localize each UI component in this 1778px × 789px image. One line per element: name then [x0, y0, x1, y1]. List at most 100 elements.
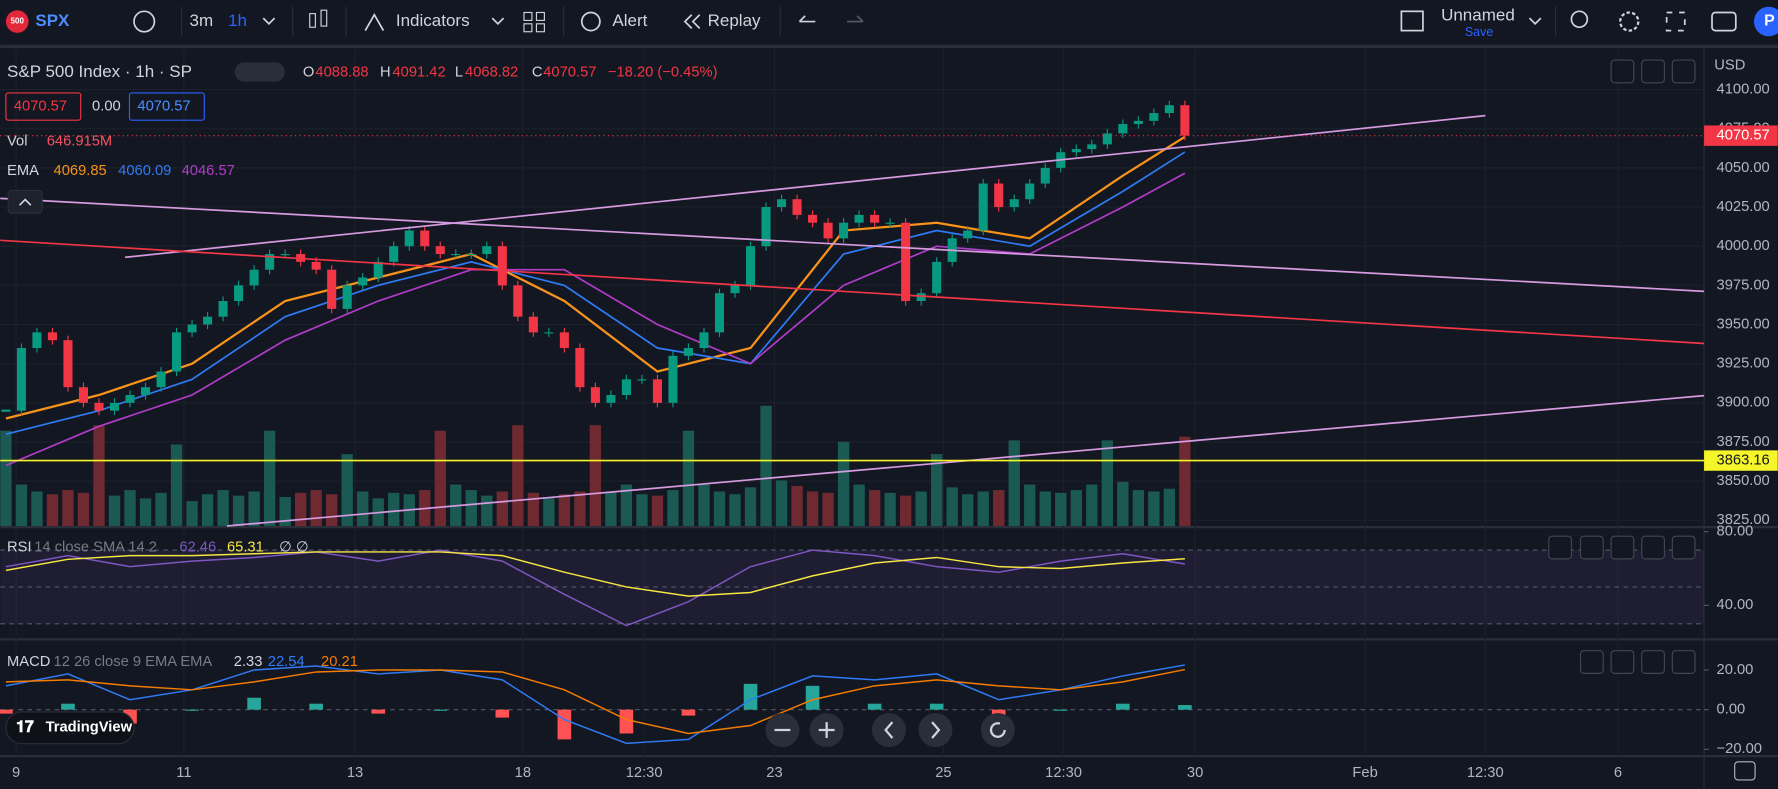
scroll-left[interactable]	[871, 713, 907, 748]
replay-button[interactable]: Replay	[708, 11, 761, 30]
brand-pill[interactable]	[5, 711, 135, 745]
volume-bar	[1179, 436, 1191, 526]
candle-body	[777, 199, 787, 208]
candle-body	[761, 207, 771, 247]
candle-body	[140, 387, 151, 396]
ohlc-value: 4070.57	[543, 64, 596, 80]
candle-body	[358, 277, 368, 286]
currency: USD	[1714, 58, 1745, 74]
pane-collapse[interactable]	[1641, 535, 1665, 560]
volume-bar	[1163, 488, 1176, 526]
symbol-badge[interactable]	[5, 10, 29, 33]
avatar[interactable]	[1753, 6, 1778, 37]
reset-glyph	[989, 722, 1006, 738]
ema-line	[5, 151, 1186, 436]
trend-line[interactable]	[0, 197, 1705, 293]
sell-box[interactable]	[5, 92, 82, 121]
snapshot[interactable]	[1711, 11, 1737, 32]
volume-bar	[357, 491, 369, 526]
templates-icon[interactable]	[523, 11, 545, 33]
candle-body	[683, 348, 694, 356]
candle-body	[466, 254, 476, 256]
undo[interactable]	[798, 15, 816, 23]
volume-bar	[496, 491, 508, 526]
pane-buttons	[1548, 59, 1696, 674]
fullscreen[interactable]	[1665, 11, 1686, 32]
alert-icon	[580, 11, 601, 32]
layout-save[interactable]: Save	[1465, 25, 1493, 39]
buy-box[interactable]	[128, 92, 205, 121]
pane-maximize[interactable]	[1671, 59, 1696, 84]
volume-bar	[93, 425, 105, 526]
pane-down[interactable]	[1579, 535, 1604, 560]
candle-body	[47, 332, 57, 341]
volume-bar	[1055, 492, 1067, 526]
pane-maximize[interactable]	[1671, 650, 1696, 674]
volume-bar	[1086, 484, 1098, 526]
macd-value: 22.54	[268, 654, 305, 670]
pane-close[interactable]	[1610, 535, 1635, 560]
interval-menu[interactable]	[262, 17, 276, 26]
candle-body	[1118, 124, 1128, 134]
search[interactable]	[1570, 10, 1589, 29]
pane-up[interactable]	[1548, 535, 1573, 560]
layout-name[interactable]: Unnamed	[1441, 5, 1515, 24]
symbol[interactable]: SPX	[35, 11, 70, 30]
candle-body	[590, 387, 600, 403]
volume-bar	[1070, 490, 1082, 526]
volume-bar	[853, 484, 865, 526]
volume-bar	[589, 425, 602, 526]
macd-histogram-bar	[1178, 705, 1192, 710]
chart-type[interactable]	[309, 13, 316, 28]
x-tick-label: Feb	[1352, 765, 1377, 781]
ema-line	[5, 135, 1186, 420]
axis-settings[interactable]	[1734, 761, 1756, 781]
macd-histogram-bar	[743, 683, 758, 710]
indicators-menu[interactable]	[491, 17, 505, 26]
pane-close[interactable]	[1610, 650, 1635, 674]
reset[interactable]	[980, 713, 1015, 748]
rsi-tick-label: 80.00	[1717, 524, 1754, 540]
layout-toggle[interactable]	[1400, 10, 1424, 32]
interval-active[interactable]: 1h	[228, 11, 247, 30]
pane-collapse[interactable]	[1641, 59, 1665, 84]
candle-body	[156, 371, 166, 388]
y-tick-label: 3975.00	[1717, 277, 1770, 293]
ohlc-key: H	[380, 64, 391, 80]
macd-histogram-bar	[185, 709, 199, 711]
interval[interactable]: 3m	[190, 11, 214, 30]
pane-maximize[interactable]	[1671, 535, 1696, 560]
volume-bar	[760, 405, 772, 526]
candle-body	[311, 261, 321, 270]
add-symbol[interactable]	[133, 10, 156, 33]
pane-collapse[interactable]	[1641, 650, 1665, 674]
candle-body	[389, 246, 399, 262]
candle-body	[652, 379, 662, 403]
collapse-legend[interactable]	[7, 189, 43, 214]
candle-body	[606, 395, 616, 403]
trend-line[interactable]	[124, 114, 1486, 259]
scroll-right[interactable]	[918, 713, 953, 748]
alert-button[interactable]: Alert	[612, 11, 647, 30]
trend-line[interactable]	[0, 239, 1705, 345]
candle-body	[932, 261, 942, 294]
candle-body	[808, 214, 818, 223]
candle-body	[637, 379, 647, 381]
volume-bar	[775, 480, 788, 526]
redo[interactable]	[847, 15, 864, 23]
chart-area: 9 11 13 18 12:30 23 25 12:30 30 Feb 12:30 6 USD 4100.…	[0, 47, 1778, 789]
settings[interactable]	[1619, 11, 1640, 32]
brand-name: TradingView	[46, 720, 133, 736]
volume-bar	[217, 490, 229, 526]
legend-toggle[interactable]	[234, 62, 285, 82]
volume-bar	[170, 444, 183, 526]
macd-tick-label: −20.00	[1717, 741, 1762, 757]
indicators-button[interactable]: Indicators	[396, 11, 470, 30]
layout-menu[interactable]	[1528, 17, 1542, 26]
pane-down[interactable]	[1610, 59, 1635, 84]
macd-histogram-bar	[1116, 703, 1130, 710]
volume-bar	[77, 492, 90, 526]
candle-body	[792, 199, 802, 215]
pane-up[interactable]	[1579, 650, 1604, 674]
